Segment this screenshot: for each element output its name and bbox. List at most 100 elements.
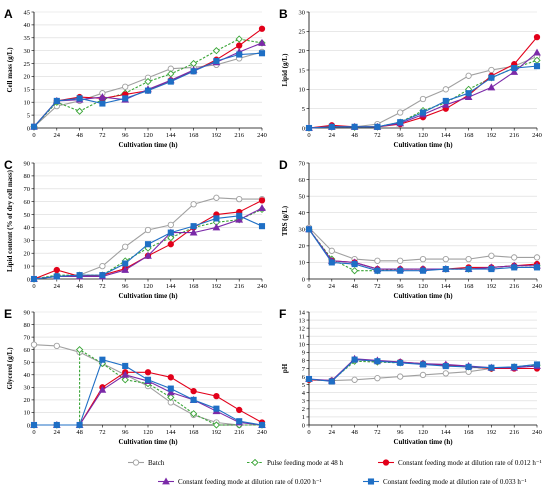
x-tick-label: 96 [397,132,404,139]
data-point-c020 [258,38,266,46]
data-point-c020 [98,385,107,393]
data-point-pulse [75,346,84,354]
chart-panel-D: 0 24 48 72 96 120 144 168 192 216 240 0 10 20 30 40 50 60… [279,158,542,300]
data-point-batch [465,255,472,263]
x-axis-label: Cultivation time (h) [393,292,453,300]
data-point-pulse [75,107,84,115]
x-tick-label: 168 [464,132,474,139]
data-point-pulse [235,35,243,43]
y-tick-label: 10 [299,260,306,267]
data-point-c033 [328,123,335,130]
x-tick-label: 0 [307,283,310,290]
data-point-c033 [305,375,313,383]
x-tick-label: 144 [166,132,177,139]
data-point-pulse [212,47,221,55]
y-tick-label: 50 [299,193,306,200]
x-tick-label: 192 [487,429,497,436]
y-tick-label: 8 [302,358,305,365]
data-point-c033 [465,363,472,370]
data-point-c020 [487,83,496,91]
data-point-batch [397,373,404,380]
x-tick-label: 240 [532,132,542,139]
y-tick-label: 12 [299,325,306,332]
y-tick-label: 40 [24,22,31,29]
y-axis-label: TRS (g/L) [281,205,289,236]
data-point-c020 [464,93,473,100]
y-axis-label: Cell mass (g/L) [6,47,14,93]
y-tick-label: 30 [299,227,306,234]
data-point-c033 [511,65,518,72]
legend-marker [382,459,390,466]
data-point-batch [397,257,404,264]
legend-label: Pulse feeding mode at 48 h [267,459,344,467]
x-tick-label: 240 [532,429,542,436]
data-point-c033 [305,124,313,132]
data-point-batch [167,221,174,229]
data-point-c012 [258,25,266,32]
data-point-c033 [167,78,174,85]
y-tick-label: 20 [24,74,31,81]
y-tick-label: 60 [24,347,31,354]
legend-entry-c012: Constant feeding mode at dilution rate o… [378,459,542,467]
data-point-c033 [30,421,38,429]
y-tick-label: 0 [27,422,30,429]
data-point-c012 [167,374,174,381]
x-tick-label: 216 [509,429,520,436]
data-point-c020 [441,100,450,108]
data-point-batch [190,201,197,208]
data-point-c033 [122,362,129,370]
data-point-batch [442,86,449,93]
data-point-c033 [374,123,381,130]
x-tick-label: 48 [76,283,83,290]
data-point-pulse [167,234,175,242]
data-point-c033 [488,266,495,273]
data-point-c033 [305,226,313,233]
panel-letter: C [4,158,13,172]
y-tick-label: 60 [299,177,306,184]
data-point-c033 [465,90,472,97]
data-point-c033 [397,119,404,126]
data-point-batch [419,371,427,379]
data-point-batch [122,243,129,250]
x-tick-label: 120 [418,429,428,436]
y-tick-label: 0 [302,276,305,283]
data-point-c033 [511,264,518,271]
x-tick-label: 120 [418,132,428,139]
data-point-c020 [235,215,244,223]
y-tick-label: 15 [299,67,306,74]
data-point-c020 [121,370,130,378]
data-point-c033 [213,215,220,222]
x-tick-label: 216 [509,283,520,290]
data-point-batch [442,370,449,377]
y-tick-label: 25 [24,61,31,68]
data-point-c033 [258,421,266,429]
data-point-batch [236,195,243,203]
y-tick-label: 15 [24,87,31,94]
y-tick-label: 7 [302,366,306,373]
x-tick-label: 216 [234,283,245,290]
y-tick-label: 40 [24,225,31,232]
data-point-c033 [144,87,152,94]
data-point-c033 [374,267,381,274]
y-tick-label: 30 [24,48,31,55]
data-point-c033 [236,418,243,425]
data-point-c033 [190,68,197,75]
series-c033 [305,226,541,274]
data-point-c033 [511,363,518,370]
y-tick-label: 0 [27,276,30,283]
x-tick-label: 192 [212,132,222,139]
y-tick-label: 50 [24,212,31,219]
data-point-c033 [419,361,427,368]
y-tick-label: 20 [299,243,306,250]
data-point-batch [53,342,60,350]
panel-letter: B [279,7,288,21]
data-point-c012 [533,33,541,41]
y-tick-label: 25 [299,29,306,36]
x-tick-label: 24 [54,429,61,436]
data-point-c033 [419,267,427,274]
x-tick-label: 192 [487,283,497,290]
data-point-c033 [76,95,83,102]
y-tick-label: 1 [302,414,305,421]
series-c033 [305,356,541,385]
y-tick-label: 45 [24,9,31,16]
